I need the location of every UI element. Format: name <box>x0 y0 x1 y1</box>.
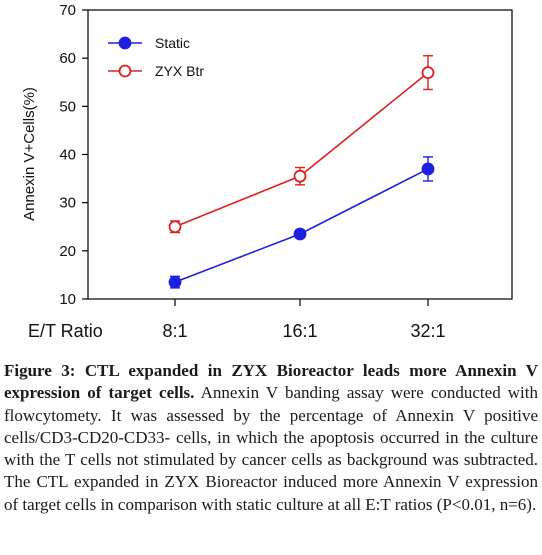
data-point <box>168 275 182 289</box>
y-tick-label: 50 <box>59 98 76 115</box>
y-axis-title: Annexin V+Cells(%) <box>21 87 38 221</box>
series-layer <box>168 55 435 289</box>
y-tick-label: 40 <box>59 147 76 164</box>
caption-title: Figure 3: CTL expanded in ZYX Bioreactor… <box>4 361 538 403</box>
series-line <box>174 71 429 228</box>
data-point <box>421 66 435 80</box>
x-axis-title: E/T Ratio <box>28 321 103 341</box>
legend-marker <box>118 36 132 50</box>
series-zyx-btr <box>168 55 435 234</box>
series-line <box>174 168 429 283</box>
x-tick-label: 32:1 <box>410 321 445 341</box>
caption-body: Annexin V banding assay were conducted w… <box>4 383 539 514</box>
y-tick-label: 70 <box>59 2 76 19</box>
plot-frame <box>87 9 513 300</box>
axes: 10 20 30 40 50 60 70 8:1 16:1 32:1 <box>59 2 513 341</box>
data-point <box>421 162 435 176</box>
figure-caption: Figure 3: CTL expanded in ZYX Bioreactor… <box>4 360 538 516</box>
y-tick-label: 10 <box>59 291 76 308</box>
legend-label: Static <box>155 35 190 51</box>
legend-marker <box>118 64 132 78</box>
data-point <box>168 220 182 234</box>
legend-item: ZYX Btr <box>108 63 204 79</box>
y-tick-label: 60 <box>59 50 76 67</box>
x-tick-label: 16:1 <box>282 321 317 341</box>
series-static <box>168 156 435 289</box>
y-tick-label: 30 <box>59 195 76 212</box>
data-point <box>293 169 307 183</box>
legend: Static ZYX Btr <box>108 35 204 79</box>
y-tick-label: 20 <box>59 243 76 260</box>
data-point <box>293 227 307 241</box>
legend-label: ZYX Btr <box>155 63 204 79</box>
x-tick-label: 8:1 <box>162 321 187 341</box>
legend-item: Static <box>108 35 190 51</box>
